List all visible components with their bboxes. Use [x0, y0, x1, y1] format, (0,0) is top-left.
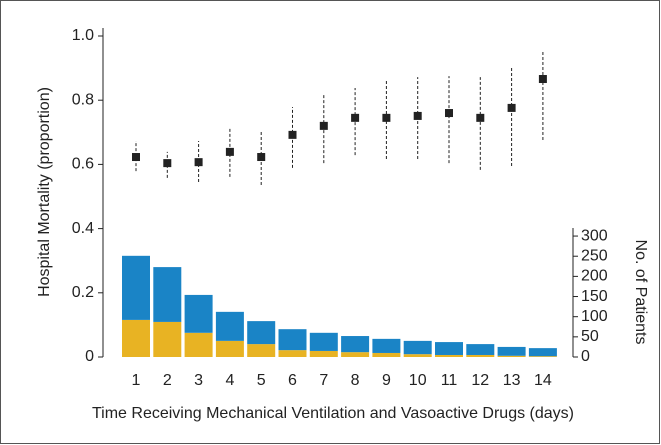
y-tick-label: 0 — [85, 348, 94, 365]
y2-tick-label: 0 — [581, 348, 590, 365]
point — [319, 121, 328, 130]
x-tick-label: 8 — [351, 372, 360, 389]
bar — [309, 350, 338, 357]
bar — [435, 342, 463, 355]
point — [351, 113, 360, 122]
point — [132, 153, 140, 162]
point — [194, 158, 203, 167]
bar — [247, 344, 276, 357]
x-tick-label: 7 — [319, 372, 328, 389]
x-tick-label: 10 — [409, 372, 427, 389]
y2-tick-label: 100 — [581, 308, 608, 325]
bar — [403, 340, 432, 355]
bar — [372, 352, 401, 357]
x-tick-label: 12 — [471, 372, 489, 389]
bar — [403, 354, 432, 357]
bar — [122, 319, 150, 357]
x-tick-label: 3 — [194, 372, 203, 389]
bar — [341, 336, 370, 353]
x-tick-label: 11 — [441, 372, 458, 389]
bar — [215, 311, 244, 341]
point — [476, 113, 485, 122]
point — [413, 111, 422, 120]
y2-tick-label: 200 — [581, 268, 608, 285]
bar — [466, 344, 495, 355]
y-tick-label: 1.0 — [72, 27, 94, 44]
y-axis-label: Hospital Mortality (proportion) — [36, 87, 53, 297]
point — [163, 159, 172, 168]
point — [445, 109, 453, 118]
x-tick-label: 5 — [257, 372, 266, 389]
x-tick-label: 14 — [534, 372, 552, 389]
bar — [466, 354, 495, 357]
bar — [215, 340, 244, 357]
point — [257, 153, 266, 162]
point — [382, 113, 391, 122]
bar — [372, 338, 401, 353]
x-axis-label: Time Receiving Mechanical Ventilation an… — [92, 405, 574, 422]
x-tick-label: 4 — [225, 372, 234, 389]
y2-axis-label: No. of Patients — [632, 240, 649, 345]
bar — [497, 346, 526, 356]
point — [288, 130, 297, 139]
bar — [153, 321, 182, 357]
point — [507, 103, 516, 112]
bar — [247, 321, 276, 345]
y-tick-label: 0.8 — [72, 91, 94, 108]
y2-tick-label: 300 — [581, 227, 608, 244]
bar — [278, 350, 307, 357]
y-tick-label: 0.4 — [72, 220, 94, 237]
x-tick-label: 1 — [132, 372, 141, 389]
bar — [309, 332, 338, 351]
y2-tick-label: 150 — [581, 288, 608, 305]
bar — [184, 332, 213, 357]
bar — [153, 267, 182, 322]
bar — [528, 348, 557, 357]
bar — [341, 352, 370, 357]
y-tick-label: 0.2 — [72, 284, 94, 301]
bar — [184, 294, 213, 333]
bar — [528, 356, 557, 357]
bar — [435, 354, 463, 357]
point — [225, 147, 234, 156]
x-tick-label: 9 — [382, 372, 391, 389]
y2-tick-label: 250 — [581, 247, 608, 264]
point — [538, 75, 547, 84]
x-tick-label: 2 — [163, 372, 172, 389]
x-tick-label: 13 — [503, 372, 521, 389]
bar — [122, 255, 150, 320]
y2-tick-label: 50 — [581, 328, 599, 345]
bar — [278, 329, 307, 351]
x-tick-label: 6 — [288, 372, 297, 389]
y-tick-label: 0.6 — [72, 156, 94, 173]
bar — [497, 355, 526, 357]
